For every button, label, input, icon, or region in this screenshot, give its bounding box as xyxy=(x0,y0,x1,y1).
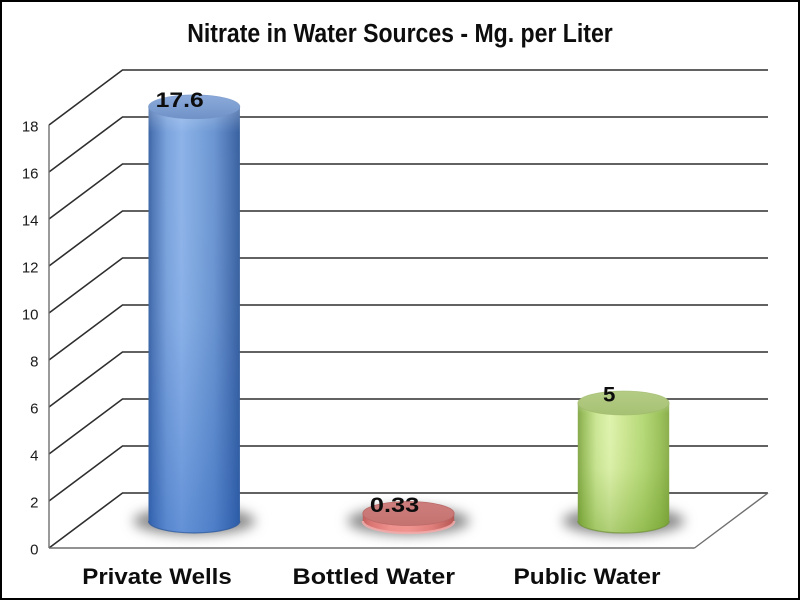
svg-text:0: 0 xyxy=(30,542,38,559)
svg-text:0.33: 0.33 xyxy=(370,494,419,517)
svg-text:17.6: 17.6 xyxy=(156,89,204,112)
svg-text:8: 8 xyxy=(30,354,38,371)
svg-text:2: 2 xyxy=(30,495,38,512)
svg-text:14: 14 xyxy=(22,213,39,230)
svg-text:Public Water: Public Water xyxy=(514,564,661,589)
svg-text:Private Wells: Private Wells xyxy=(82,564,232,589)
svg-text:10: 10 xyxy=(22,307,39,324)
svg-text:6: 6 xyxy=(30,401,38,418)
svg-text:18: 18 xyxy=(22,119,39,136)
svg-text:4: 4 xyxy=(30,448,38,465)
svg-text:Nitrate in Water Sources - Mg.: Nitrate in Water Sources - Mg. per Liter xyxy=(187,20,613,48)
svg-text:5: 5 xyxy=(603,384,616,407)
svg-text:12: 12 xyxy=(22,260,39,277)
svg-text:Bottled Water: Bottled Water xyxy=(293,564,456,589)
svg-text:16: 16 xyxy=(22,166,39,183)
